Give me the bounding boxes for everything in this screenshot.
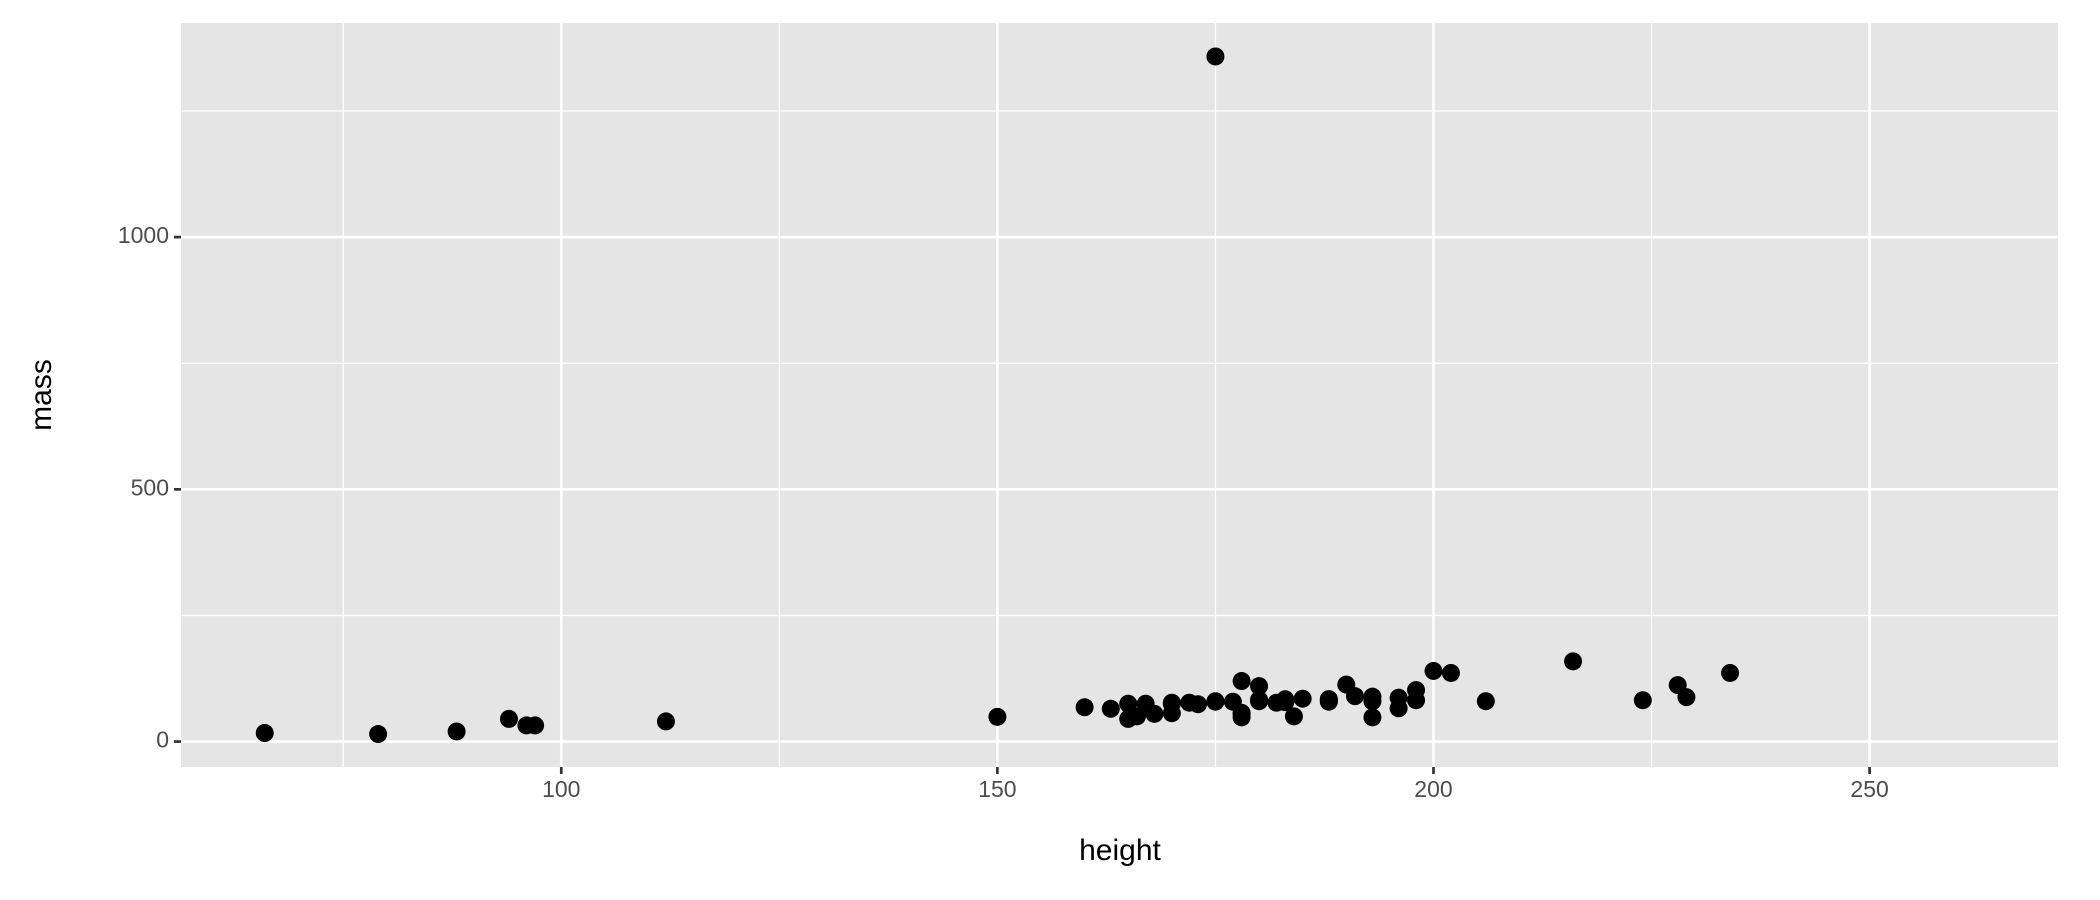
- point: [1232, 708, 1251, 727]
- point: [1101, 699, 1120, 718]
- point: [656, 712, 675, 731]
- y-tick-label: 1000: [118, 222, 169, 248]
- x-tick-label: 150: [978, 776, 1016, 802]
- y-tick-label: 0: [156, 727, 169, 753]
- x-axis-title: height: [1079, 834, 1161, 867]
- x-tick-label: 250: [1850, 776, 1888, 802]
- point: [1407, 681, 1426, 700]
- point: [1363, 687, 1382, 706]
- point: [526, 716, 545, 735]
- point: [1250, 677, 1269, 696]
- point: [1232, 672, 1251, 691]
- x-tick-label: 200: [1414, 776, 1452, 802]
- point: [255, 723, 274, 742]
- point: [1188, 695, 1207, 714]
- point: [988, 707, 1007, 726]
- point: [1276, 692, 1295, 711]
- point: [1721, 663, 1740, 682]
- point: [1250, 690, 1269, 709]
- point: [499, 709, 518, 728]
- y-axis-title: mass: [25, 359, 58, 431]
- point: [1677, 688, 1696, 707]
- point: [1389, 688, 1408, 707]
- point: [1284, 707, 1303, 726]
- point: [1119, 694, 1138, 713]
- point: [447, 722, 466, 741]
- point: [369, 725, 388, 744]
- point: [1293, 689, 1312, 708]
- point: [1633, 691, 1652, 710]
- point: [1162, 704, 1181, 723]
- point: [1363, 708, 1382, 727]
- point: [1075, 698, 1094, 717]
- point: [1345, 687, 1364, 706]
- panel: [181, 23, 2058, 767]
- point: [1319, 692, 1338, 711]
- y-tick-label: 500: [131, 474, 169, 500]
- point: [1564, 652, 1583, 671]
- point: [1424, 661, 1443, 680]
- point: [1441, 663, 1460, 682]
- point: [1476, 692, 1495, 711]
- point: [1145, 704, 1164, 723]
- x-tick-label: 100: [542, 776, 580, 802]
- point: [1206, 692, 1225, 711]
- point: [1206, 47, 1225, 66]
- point: [1127, 707, 1146, 726]
